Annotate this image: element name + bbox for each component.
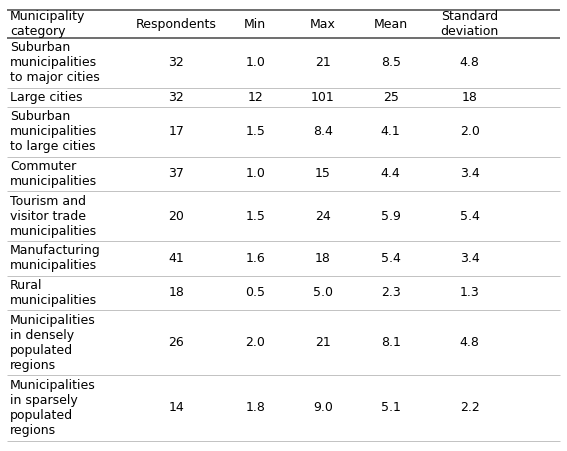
Text: Min: Min bbox=[244, 18, 266, 31]
Text: 5.4: 5.4 bbox=[381, 252, 401, 265]
Text: 8.1: 8.1 bbox=[381, 336, 401, 349]
Text: 12: 12 bbox=[247, 91, 263, 104]
Text: 9.0: 9.0 bbox=[313, 401, 333, 414]
Text: 37: 37 bbox=[168, 167, 184, 180]
Text: Tourism and
visitor trade
municipalities: Tourism and visitor trade municipalities bbox=[10, 195, 97, 238]
Text: Respondents: Respondents bbox=[136, 18, 217, 31]
Text: 15: 15 bbox=[315, 167, 331, 180]
Text: 2.0: 2.0 bbox=[460, 125, 480, 138]
Text: 1.3: 1.3 bbox=[460, 286, 480, 299]
Text: 4.4: 4.4 bbox=[381, 167, 400, 180]
Text: Municipality
category: Municipality category bbox=[10, 10, 85, 38]
Text: Large cities: Large cities bbox=[10, 91, 82, 104]
Text: Municipalities
in densely
populated
regions: Municipalities in densely populated regi… bbox=[10, 314, 96, 372]
Text: 1.0: 1.0 bbox=[246, 167, 265, 180]
Text: 5.1: 5.1 bbox=[381, 401, 401, 414]
Text: 26: 26 bbox=[168, 336, 184, 349]
Text: 1.8: 1.8 bbox=[246, 401, 265, 414]
Text: 25: 25 bbox=[383, 91, 399, 104]
Text: 1.6: 1.6 bbox=[246, 252, 265, 265]
Text: 21: 21 bbox=[315, 336, 331, 349]
Text: Municipalities
in sparsely
populated
regions: Municipalities in sparsely populated reg… bbox=[10, 379, 96, 437]
Text: Suburban
municipalities
to large cities: Suburban municipalities to large cities bbox=[10, 110, 97, 153]
Text: 5.0: 5.0 bbox=[313, 286, 333, 299]
Text: Standard
deviation: Standard deviation bbox=[441, 10, 499, 38]
Text: 18: 18 bbox=[168, 286, 184, 299]
Text: 24: 24 bbox=[315, 210, 331, 223]
Text: 5.9: 5.9 bbox=[381, 210, 401, 223]
Text: 18: 18 bbox=[315, 252, 331, 265]
Text: 8.5: 8.5 bbox=[380, 56, 401, 69]
Text: 5.4: 5.4 bbox=[460, 210, 480, 223]
Text: 3.4: 3.4 bbox=[460, 252, 480, 265]
Text: 4.8: 4.8 bbox=[460, 336, 480, 349]
Text: 41: 41 bbox=[168, 252, 184, 265]
Text: 2.0: 2.0 bbox=[246, 336, 265, 349]
Text: 1.0: 1.0 bbox=[246, 56, 265, 69]
Text: 14: 14 bbox=[168, 401, 184, 414]
Text: 4.8: 4.8 bbox=[460, 56, 480, 69]
Text: 18: 18 bbox=[462, 91, 477, 104]
Text: Mean: Mean bbox=[374, 18, 408, 31]
Text: Manufacturing
municipalities: Manufacturing municipalities bbox=[10, 244, 100, 272]
Text: Commuter
municipalities: Commuter municipalities bbox=[10, 160, 97, 188]
Text: Rural
municipalities: Rural municipalities bbox=[10, 279, 97, 307]
Text: 3.4: 3.4 bbox=[460, 167, 480, 180]
Text: 101: 101 bbox=[311, 91, 335, 104]
Text: Max: Max bbox=[310, 18, 336, 31]
Text: 2.2: 2.2 bbox=[460, 401, 480, 414]
Text: 1.5: 1.5 bbox=[246, 125, 265, 138]
Text: 32: 32 bbox=[168, 91, 184, 104]
Text: 21: 21 bbox=[315, 56, 331, 69]
Text: 0.5: 0.5 bbox=[246, 286, 265, 299]
Text: 4.1: 4.1 bbox=[381, 125, 400, 138]
Text: 8.4: 8.4 bbox=[313, 125, 333, 138]
Text: 1.5: 1.5 bbox=[246, 210, 265, 223]
Text: Suburban
municipalities
to major cities: Suburban municipalities to major cities bbox=[10, 41, 100, 84]
Text: 17: 17 bbox=[168, 125, 184, 138]
Text: 32: 32 bbox=[168, 56, 184, 69]
Text: 2.3: 2.3 bbox=[381, 286, 400, 299]
Text: 20: 20 bbox=[168, 210, 184, 223]
